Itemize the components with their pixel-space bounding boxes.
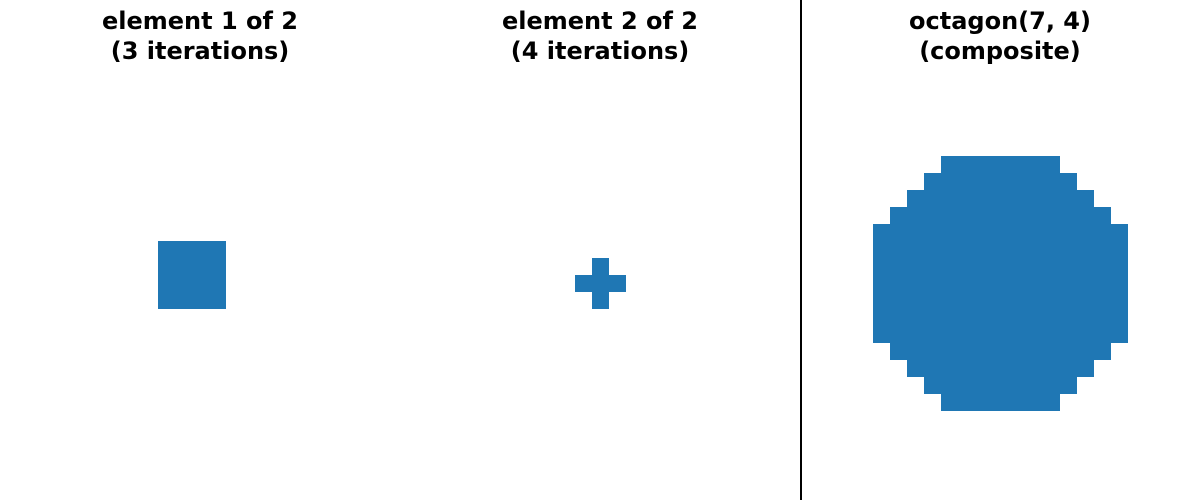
panel-title-3-line2: (composite) xyxy=(919,37,1081,65)
panel-element-2: element 2 of 2 (4 iterations) xyxy=(400,0,800,500)
panel-composite: octagon(7, 4) (composite) xyxy=(800,0,1200,500)
panel-title-2-line1: element 2 of 2 xyxy=(502,7,698,35)
panel-title-1: element 1 of 2 (3 iterations) xyxy=(102,0,298,66)
panel-title-2: element 2 of 2 (4 iterations) xyxy=(502,0,698,66)
panel-title-3-line1: octagon(7, 4) xyxy=(909,7,1091,35)
panel-canvas-1 xyxy=(0,66,400,500)
panel-element-1: element 1 of 2 (3 iterations) xyxy=(0,0,400,500)
figure-panels: element 1 of 2 (3 iterations) element 2 … xyxy=(0,0,1200,500)
panel-title-1-line2: (3 iterations) xyxy=(111,37,290,65)
panel-title-3: octagon(7, 4) (composite) xyxy=(909,0,1091,66)
panel-canvas-3 xyxy=(800,66,1200,500)
shape-octagon xyxy=(805,88,1196,479)
panel-canvas-2 xyxy=(400,66,800,500)
shape-square xyxy=(5,88,396,479)
panel-title-2-line2: (4 iterations) xyxy=(511,37,690,65)
shape-diamond xyxy=(405,88,796,479)
panel-title-1-line1: element 1 of 2 xyxy=(102,7,298,35)
